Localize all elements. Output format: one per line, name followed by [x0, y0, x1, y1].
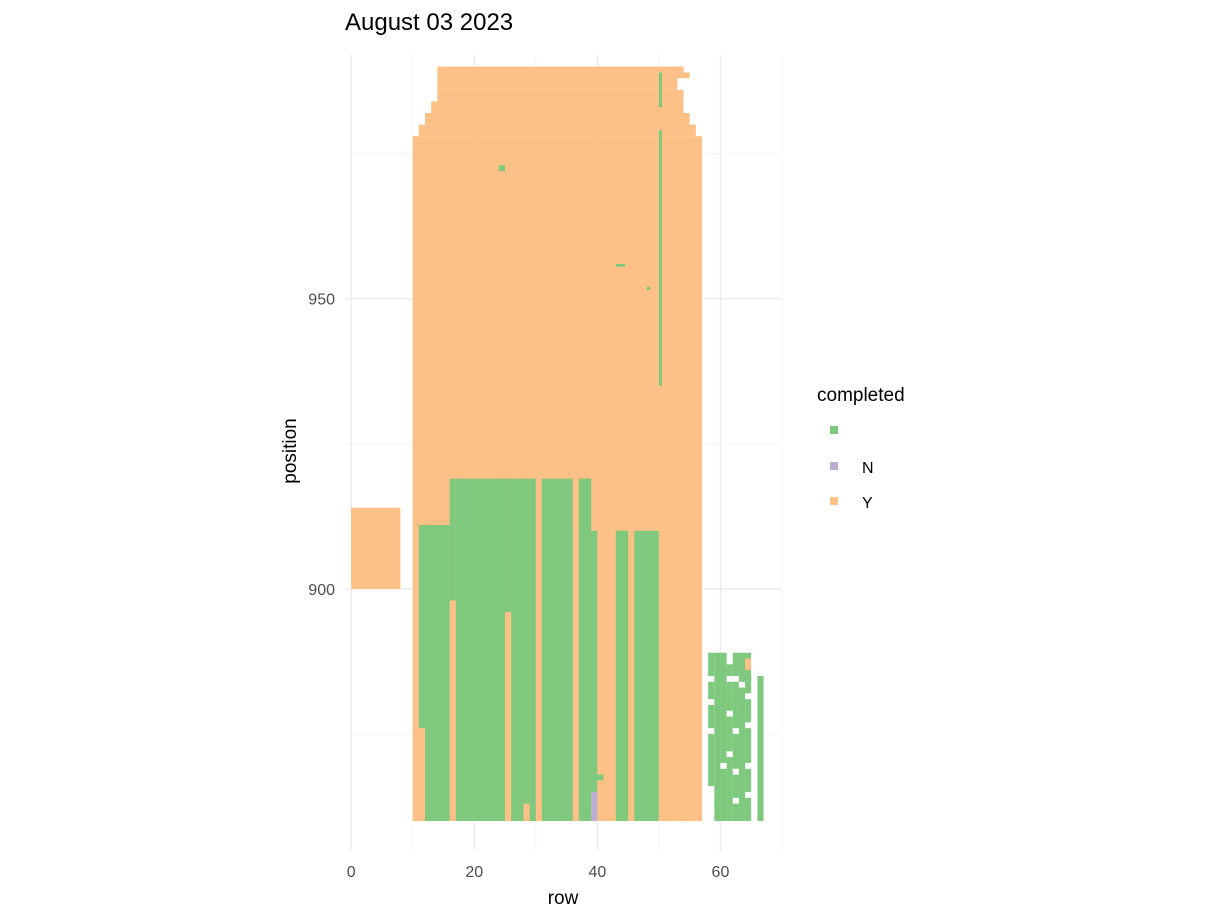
x-tick-labels: 0 20 40 60 — [347, 864, 730, 881]
tile-blank — [578, 478, 592, 821]
legend-label-y: Y — [862, 495, 873, 512]
tile-blank — [418, 525, 426, 729]
legend-swatch-blank — [830, 426, 838, 434]
tile-blank — [738, 652, 746, 821]
tile-blank — [745, 652, 752, 821]
tile-y — [437, 89, 684, 102]
chart-title: August 03 2023 — [345, 9, 513, 36]
tile-y — [412, 136, 702, 526]
y-tick-label: 900 — [308, 582, 335, 599]
tile-blank — [529, 478, 536, 821]
y-tick-labels: 900 950 — [308, 292, 335, 599]
tile-y — [437, 78, 678, 90]
tile-blank — [726, 699, 739, 705]
tile-blank — [757, 675, 764, 821]
tile-y — [431, 101, 684, 114]
legend-swatch-n — [830, 462, 838, 470]
tile-gap — [738, 681, 746, 688]
tile-blank — [658, 130, 662, 386]
tile-blank — [541, 478, 561, 821]
tile-blank — [511, 478, 524, 821]
tile-gap — [708, 786, 715, 798]
tile-gap — [732, 797, 739, 804]
x-tick-label: 0 — [347, 864, 356, 881]
tile-gap — [745, 791, 752, 798]
tile-gap — [720, 762, 727, 769]
tile-blank — [634, 530, 659, 821]
x-tick-label: 20 — [465, 864, 483, 881]
tile-blank — [523, 478, 530, 798]
tile-blank — [523, 797, 530, 804]
tile-blank — [708, 652, 715, 787]
tile-blank — [455, 478, 506, 821]
tile-gap — [726, 751, 733, 758]
x-tick-label: 40 — [588, 864, 606, 881]
y-tick-label: 950 — [308, 292, 335, 309]
tile-blank — [591, 774, 604, 781]
y-axis-title: position — [280, 418, 301, 484]
tile-gap — [708, 675, 715, 682]
legend-swatch-y — [830, 497, 838, 505]
tile-gap — [708, 728, 715, 734]
tile-gap — [708, 699, 715, 705]
tile-n — [591, 791, 598, 821]
tile-y — [437, 72, 690, 79]
tile-gap — [745, 722, 752, 729]
tile-blank — [505, 478, 512, 613]
legend-label-n: N — [862, 460, 874, 477]
legend: completed N Y — [817, 385, 905, 512]
legend-title: completed — [817, 385, 905, 406]
tile-blank — [726, 757, 739, 763]
tile-blank — [646, 287, 651, 291]
tile-blank — [726, 664, 733, 821]
tile-gap — [745, 693, 752, 700]
tile-gap — [708, 809, 715, 816]
tile-y — [425, 113, 690, 125]
tile-y — [437, 66, 684, 73]
x-tick-label: 60 — [712, 864, 730, 881]
tile-blank — [658, 72, 662, 108]
tile-blank — [591, 530, 598, 810]
tile-blank — [615, 263, 626, 267]
tile-gap — [732, 728, 739, 734]
tile-gap — [751, 652, 758, 821]
tile-blank — [714, 652, 721, 821]
tile-y — [745, 658, 752, 671]
tile-gap — [732, 675, 739, 682]
tile-gap — [745, 762, 752, 769]
tile-y — [418, 124, 696, 137]
tile-gap — [726, 710, 733, 717]
tile-blank — [449, 478, 456, 601]
tile-blank — [498, 165, 506, 172]
tile-y — [351, 507, 401, 589]
tile-blank — [560, 478, 573, 821]
tile-blank — [738, 675, 752, 682]
tile-gap — [726, 675, 733, 682]
x-axis-title: row — [548, 888, 579, 909]
tile-gap — [732, 768, 739, 775]
tile-blank — [732, 652, 739, 821]
tiles — [351, 66, 764, 821]
tile-blank — [443, 600, 450, 607]
tile-blank — [615, 530, 629, 821]
tile-blank — [425, 525, 450, 821]
tile-blank — [720, 652, 727, 821]
